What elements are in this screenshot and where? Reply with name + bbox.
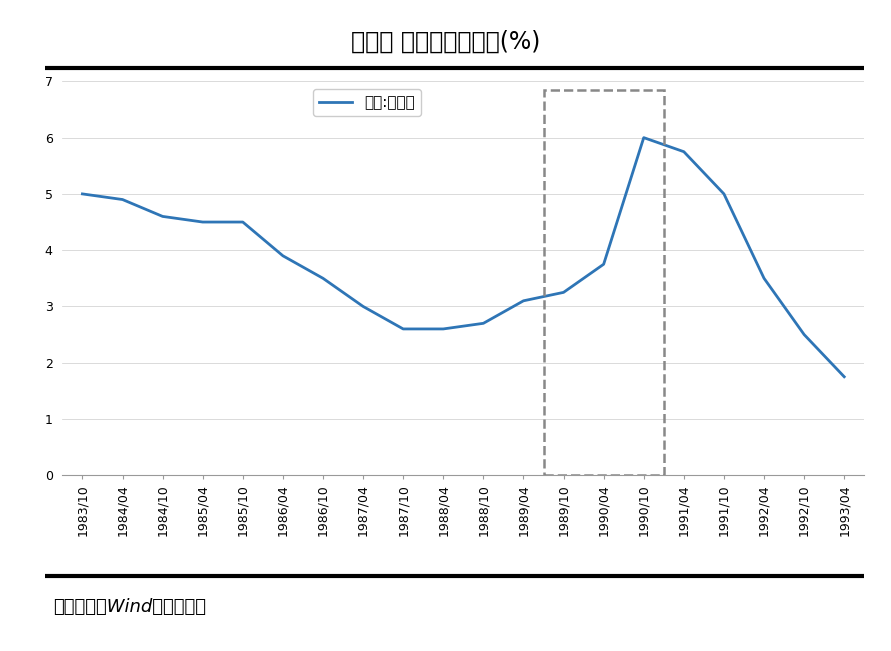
- Text: 资料来源：Wind，泽平宏观: 资料来源：Wind，泽平宏观: [53, 598, 207, 616]
- Legend: 日本:贴现率: 日本:贴现率: [313, 89, 421, 117]
- Bar: [544, 90, 664, 475]
- Text: 图表： 日本的贴现利率(%): 图表： 日本的贴现利率(%): [351, 29, 540, 53]
